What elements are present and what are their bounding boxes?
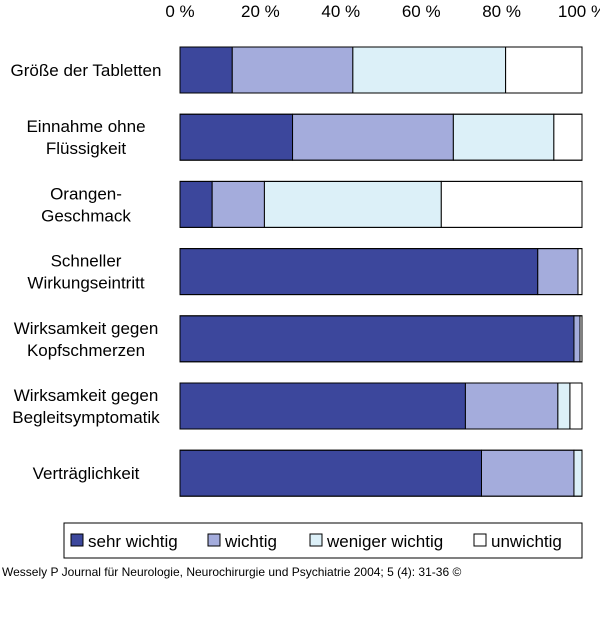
bar-segment	[573, 449, 583, 497]
bar-segment	[481, 449, 575, 497]
bar-outline	[179, 180, 583, 228]
category-label: Wirkungseintritt	[27, 274, 144, 293]
category-label: Wirksamkeit gegen	[14, 319, 159, 338]
x-tick-label: 40 %	[321, 2, 360, 21]
bar-outline	[179, 46, 583, 94]
category-label: Orangen-	[50, 184, 122, 203]
bar-outline	[179, 248, 583, 296]
bar-outline	[179, 113, 583, 161]
bar-segment	[179, 180, 213, 228]
bar-segment	[569, 382, 583, 430]
bar-segment	[577, 248, 583, 296]
bar-segment	[464, 382, 559, 430]
legend-frame	[63, 522, 583, 559]
legend-label: wichtig	[224, 532, 277, 551]
bar-segment	[553, 113, 583, 161]
category-label: Größe der Tabletten	[11, 61, 162, 80]
category-label: Verträglichkeit	[33, 464, 140, 483]
x-axis-ticks: 0 % 20 % 40 % 60 % 80 % 100 %	[165, 2, 600, 21]
category-labels: Größe der Tabletten Einnahme ohne Flüssigk…	[11, 61, 162, 483]
bar-segment	[179, 315, 575, 363]
bar-segment	[263, 180, 442, 228]
x-tick-label: 80 %	[482, 2, 521, 21]
bar-segment	[452, 113, 555, 161]
bar-segment	[179, 449, 482, 497]
bar-outline	[179, 315, 583, 363]
source-citation: Wessely P Journal für Neurologie, Neuroc…	[2, 565, 461, 579]
bar-outline	[179, 449, 583, 497]
legend-swatch	[309, 533, 323, 547]
category-label: Flüssigkeit	[46, 139, 127, 158]
bar-segment	[573, 315, 581, 363]
bar-segment	[537, 248, 579, 296]
legend-label: weniger wichtig	[326, 532, 443, 551]
x-tick-label: 60 %	[402, 2, 441, 21]
bar-segment	[179, 382, 466, 430]
x-tick-label: 100 %	[558, 2, 600, 21]
legend-label: sehr wichtig	[88, 532, 178, 551]
bar-segment	[352, 46, 507, 94]
legend: sehr wichtig wichtig weniger wichtig unwich…	[63, 522, 583, 559]
bar-outline	[179, 382, 583, 430]
legend-swatch	[473, 533, 487, 547]
bar-segment	[179, 248, 539, 296]
legend-swatch	[70, 533, 84, 547]
category-label: Einnahme ohne	[26, 117, 145, 136]
category-label: Kopfschmerzen	[27, 341, 145, 360]
bar-segment	[440, 180, 583, 228]
bar-segment	[211, 180, 265, 228]
bar-segment	[179, 46, 233, 94]
bar-segment	[179, 113, 294, 161]
bar-segment	[292, 113, 454, 161]
legend-label: unwichtig	[491, 532, 562, 551]
bar-segment	[505, 46, 583, 94]
x-tick-label: 0 %	[165, 2, 194, 21]
bar-segment	[557, 382, 571, 430]
category-label: Geschmack	[41, 206, 131, 225]
bar-segment	[231, 46, 354, 94]
bars	[179, 46, 583, 497]
category-label: Begleitsymptomatik	[12, 408, 160, 427]
category-label: Wirksamkeit gegen	[14, 386, 159, 405]
category-label: Schneller	[51, 252, 122, 271]
legend-swatch	[207, 533, 221, 547]
x-tick-label: 20 %	[241, 2, 280, 21]
